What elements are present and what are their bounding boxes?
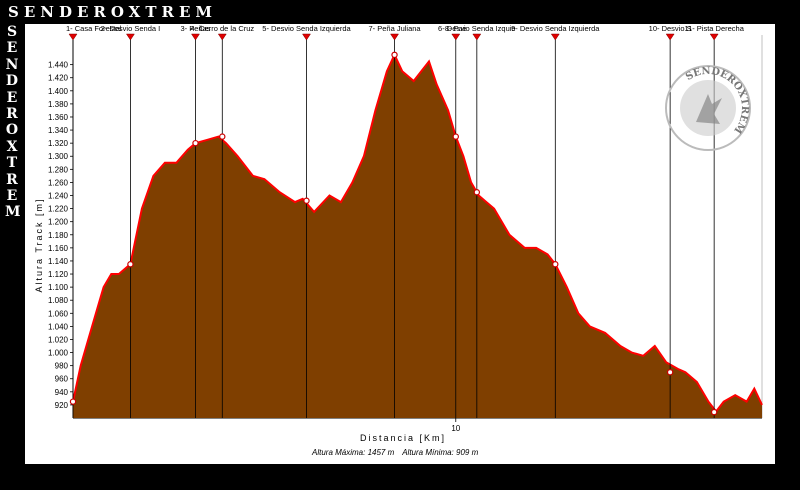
y-tick-label: 1.440 xyxy=(48,61,69,70)
y-tick-label: 1.320 xyxy=(48,139,69,148)
min-altitude: Altura Mínima: 909 m xyxy=(402,448,479,457)
y-tick-label: 1.180 xyxy=(48,231,69,240)
y-tick-label: 1.080 xyxy=(48,296,69,305)
waypoint-flag xyxy=(390,33,400,41)
y-tick-label: 1.300 xyxy=(48,152,69,161)
waypoint-flag xyxy=(665,33,675,41)
brand-title: SENDEROXTREM xyxy=(8,3,217,21)
y-tick-label: 1.400 xyxy=(48,87,69,96)
y-tick-label: 1.160 xyxy=(48,244,69,253)
logo-seal: SENDEROXTREM xyxy=(665,65,751,151)
waypoint-marker xyxy=(69,398,77,405)
y-tick-label: 1.000 xyxy=(48,349,69,358)
waypoint-label: 2- Desvio Senda I xyxy=(101,24,161,33)
y-tick-label: 980 xyxy=(55,362,69,371)
waypoint-label: 3- Peñas xyxy=(180,24,210,33)
y-tick-label: 1.120 xyxy=(48,270,69,279)
waypoint-flag xyxy=(217,33,227,41)
waypoint-label: 10- Desvio S xyxy=(649,24,692,33)
max-altitude: Altura Máxima: 1457 m xyxy=(312,448,395,457)
waypoint-marker xyxy=(552,261,559,268)
brand-vertical-title: SENDEROXTREM xyxy=(5,24,21,221)
waypoint-label: 1- Casa Forestal xyxy=(66,24,122,33)
elevation-area xyxy=(73,54,762,419)
y-tick-label: 1.200 xyxy=(48,218,69,227)
waypoint-marker xyxy=(391,51,398,59)
waypoint-flag xyxy=(451,33,461,41)
y-tick-label: 920 xyxy=(55,401,69,410)
y-tick-label: 1.220 xyxy=(48,205,69,214)
y-tick-label: 1.340 xyxy=(48,126,69,135)
y-tick-label: 1.280 xyxy=(48,165,69,174)
x-tick-label: 10 xyxy=(451,424,460,433)
y-axis-label: Altura Track [m] xyxy=(34,197,44,293)
y-tick-label: 940 xyxy=(55,388,69,397)
waypoint-flag xyxy=(302,33,311,41)
y-tick-label: 1.020 xyxy=(48,335,69,344)
waypoint-flag xyxy=(472,33,482,41)
waypoint-flag xyxy=(709,33,719,41)
y-tick-label: 1.260 xyxy=(48,178,69,187)
y-tick-label: 1.380 xyxy=(48,100,69,109)
waypoint-marker xyxy=(473,189,481,196)
waypoint-label: 8- Fue xyxy=(445,24,467,33)
y-tick-label: 1.360 xyxy=(48,113,69,122)
y-tick-label: 1.140 xyxy=(48,257,69,266)
waypoint-label: 5- Desvio Senda Izquierda xyxy=(262,24,351,33)
waypoint-label: 7- Peña Juliana xyxy=(368,24,421,33)
waypoint-marker xyxy=(192,139,199,147)
waypoint-flag xyxy=(191,33,200,41)
waypoint-label: 6- Desvio Senda Izquie xyxy=(438,24,516,33)
y-tick-label: 1.040 xyxy=(48,322,69,331)
waypoint-marker xyxy=(127,261,134,268)
y-tick-label: 1.240 xyxy=(48,192,69,201)
y-tick-label: 960 xyxy=(55,375,69,384)
waypoint-label: 11- Pista Derecha xyxy=(684,24,744,33)
y-tick-label: 1.060 xyxy=(48,309,69,318)
x-axis-label: Distancia [Km] xyxy=(360,433,447,443)
y-tick-label: 1.420 xyxy=(48,74,69,83)
waypoint-marker xyxy=(452,133,459,140)
y-tick-label: 1.100 xyxy=(48,283,69,292)
waypoint-label: 9- Desvio Senda Izquierda xyxy=(511,24,600,33)
waypoint-marker xyxy=(303,197,310,204)
waypoint-flag xyxy=(125,33,135,41)
stats-line: Altura Máxima: 1457 m Altura Mínima: 909… xyxy=(312,448,484,457)
waypoint-marker xyxy=(666,368,674,376)
waypoint-marker xyxy=(710,408,718,416)
waypoint-label: 4- Cerro de la Cruz xyxy=(190,24,254,33)
waypoint-flag xyxy=(550,33,560,41)
waypoint-flag xyxy=(68,33,78,41)
elevation-line xyxy=(72,52,763,414)
waypoint-marker xyxy=(219,133,226,140)
